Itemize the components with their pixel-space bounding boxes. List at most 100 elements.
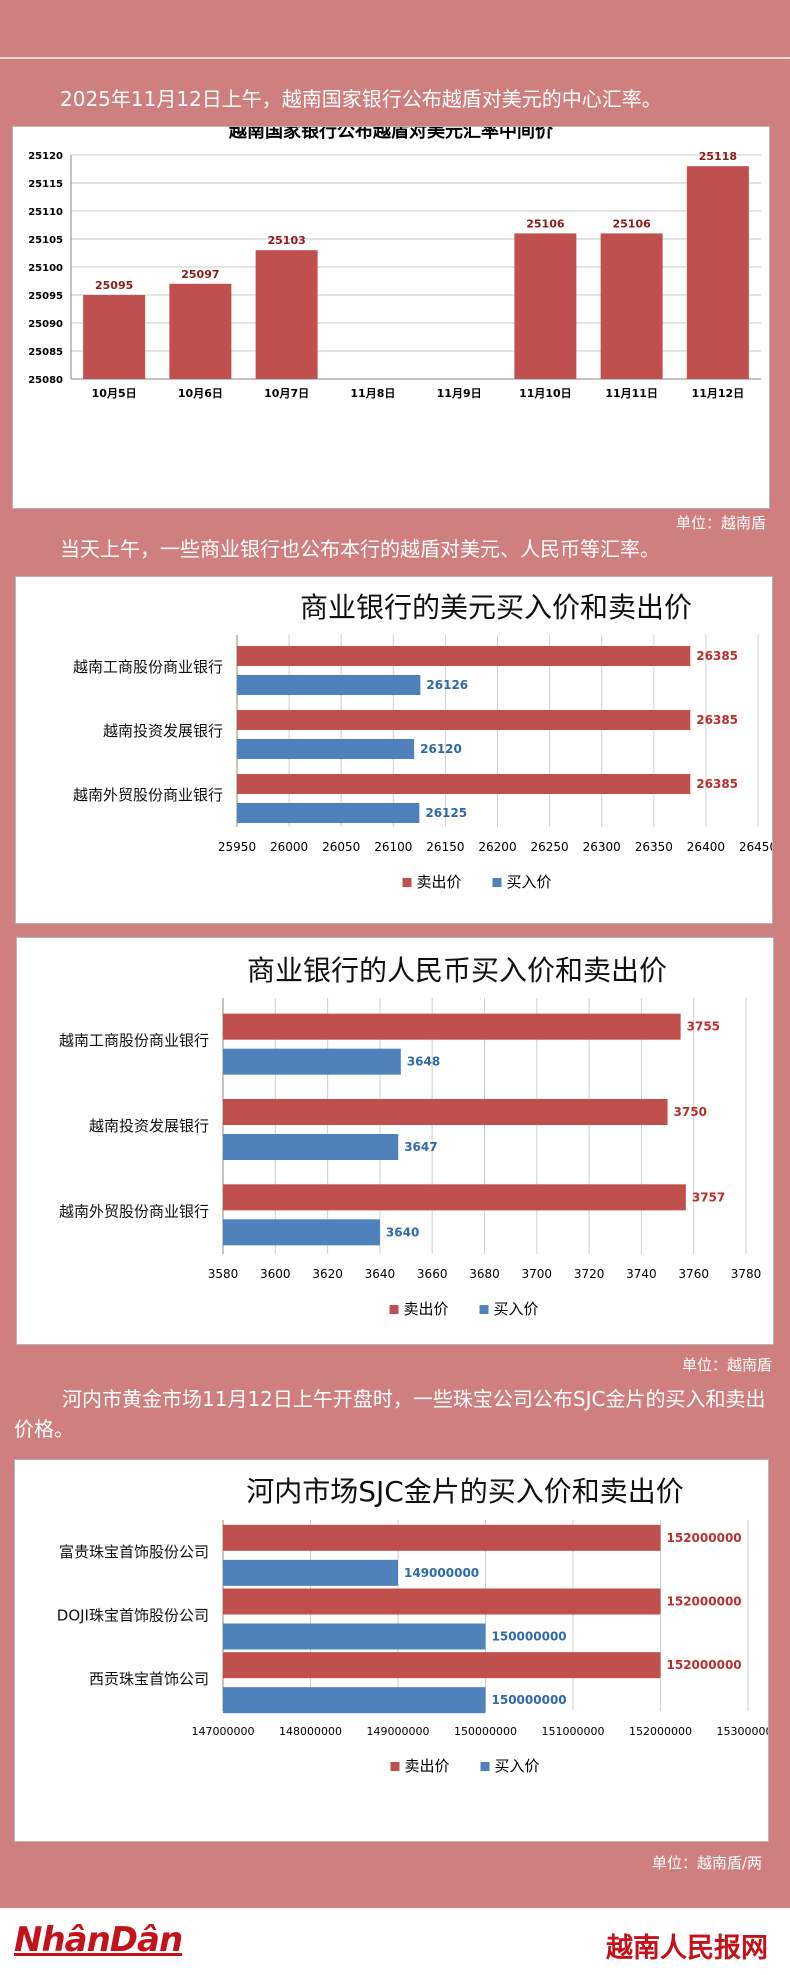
x-tick-label: 26050 (322, 840, 360, 854)
x-tick-label: 3620 (312, 1267, 343, 1281)
bar-data-label-buy: 3648 (407, 1055, 440, 1069)
y-tick-label: 25120 (28, 151, 63, 162)
legend-label-buy: 买入价 (495, 1757, 540, 1775)
bar-buy (223, 1623, 486, 1650)
x-tick-label: 150000000 (454, 1725, 517, 1738)
chart-panel-usd: 商业银行的美元买入价和卖出价 25950 26000 26050 26100 26150 2… (15, 576, 777, 924)
x-tick-label: 26350 (635, 840, 673, 854)
x-tick-label: 11月9日 (437, 387, 482, 400)
bar-sell (237, 646, 691, 666)
x-tick-label: 11月10日 (519, 387, 572, 400)
x-tick-label: 10月6日 (178, 387, 223, 400)
x-tick-label: 3680 (469, 1267, 500, 1281)
legend-label-buy: 买入价 (494, 1300, 539, 1318)
chart-panel-central-rate: 越南国家银行公布越盾对美元汇率中间价 25080 25085 25090 25095 25… (12, 120, 770, 509)
bar-buy (223, 1134, 399, 1160)
x-tick-label: 151000000 (542, 1725, 605, 1738)
bar-data-label-sell: 3750 (674, 1105, 707, 1119)
y-tick-label: 25110 (28, 207, 63, 218)
x-tick-label: 147000000 (192, 1725, 255, 1738)
chart-title: 越南国家银行公布越盾对美元汇率中间价 (228, 127, 554, 142)
unit-label-1: 单位：越南盾 (675, 514, 766, 532)
bar-data-label: 25106 (526, 217, 565, 230)
bar (686, 166, 749, 379)
bar-data-label-buy: 149000000 (404, 1566, 479, 1580)
x-tick-label: 10月7日 (264, 387, 309, 400)
bar-buy (223, 1048, 401, 1075)
bar-data-label-sell: 26385 (696, 649, 738, 663)
unit-label-2: 单位：越南盾 (681, 1356, 772, 1374)
bar-buy (237, 675, 421, 695)
x-tick-label: 153000000 (717, 1725, 769, 1738)
x-tick-label: 25950 (218, 840, 256, 854)
x-tick-label: 26300 (583, 840, 621, 854)
bar-data-label: 25097 (181, 268, 219, 281)
x-tick-label: 26100 (374, 840, 412, 854)
legend-swatch-buy (479, 1305, 489, 1314)
bar-sell (237, 774, 691, 794)
chart-central-rate: 越南国家银行公布越盾对美元汇率中间价 25080 25085 25090 25095 25… (28, 120, 761, 400)
category-label: 越南外贸股份商业银行 (59, 1202, 209, 1220)
legend-swatch-sell (390, 1762, 400, 1771)
category-label: 越南投资发展银行 (89, 1117, 209, 1135)
legend-swatch-buy (492, 878, 502, 887)
bar-data-label-sell: 152000000 (667, 1595, 742, 1609)
bar (255, 250, 318, 379)
footer-bar (0, 1908, 790, 1975)
bar-data-label-sell: 26385 (696, 713, 738, 727)
bar-data-label-buy: 26125 (425, 806, 467, 820)
site-brand-name: 越南人民报网 (606, 1933, 768, 1964)
chart-gold-buy-sell: 河内市场SJC金片的买入价和卖出价 147000000 148000000 14900… (57, 1475, 780, 1775)
bar (600, 233, 663, 379)
x-tick-label: 152000000 (629, 1725, 692, 1738)
chart-title: 商业银行的人民币买入价和卖出价 (247, 954, 667, 987)
legend-swatch-sell (389, 1305, 399, 1314)
bar-sell (223, 1099, 668, 1125)
bar-data-label-buy: 3647 (404, 1140, 437, 1154)
x-tick-label: 10月5日 (92, 387, 137, 400)
bar-buy (237, 739, 415, 759)
legend-swatch-buy (480, 1762, 490, 1771)
legend-swatch-sell (402, 878, 412, 887)
unit-label-3: 单位：越南盾/两 (651, 1854, 762, 1872)
x-tick-label: 26000 (270, 840, 308, 854)
chart-panel-gold: 河内市场SJC金片的买入价和卖出价 147000000 148000000 14900… (14, 1459, 780, 1842)
x-tick-label: 11月12日 (692, 387, 745, 400)
bar-data-label-sell: 3757 (692, 1190, 725, 1204)
bar-sell (223, 1588, 661, 1615)
bar-data-label-buy: 26126 (426, 678, 468, 692)
nhandan-logo: NhânDân (14, 1920, 183, 1960)
category-label: 越南投资发展银行 (103, 722, 223, 740)
bar-data-label: 25118 (699, 150, 737, 163)
y-tick-label: 25115 (28, 179, 63, 190)
intro-paragraph-1: 2025年11月12日上午，越南国家银行公布越盾对美元的中心汇率。 (60, 87, 662, 111)
legend-label-sell: 卖出价 (405, 1757, 450, 1775)
intro-paragraph-3: 河内市黄金市场11月12日上午开盘时，一些珠宝公司公布SJC金片的买入和卖出价格… (14, 1387, 766, 1441)
category-label: 越南工商股份商业银行 (73, 658, 223, 676)
legend-label-buy: 买入价 (507, 873, 552, 891)
x-tick-label: 148000000 (279, 1725, 342, 1738)
x-tick-label: 149000000 (367, 1725, 430, 1738)
bar-buy (223, 1687, 486, 1714)
bar-data-label-sell: 26385 (696, 777, 738, 791)
y-tick-label: 25080 (28, 375, 63, 386)
x-tick-label: 3760 (678, 1267, 709, 1281)
intro-paragraph-2: 当天上午，一些商业银行也公布本行的越盾对美元、人民币等汇率。 (60, 537, 660, 561)
chart-usd-buy-sell: 商业银行的美元买入价和卖出价 25950 26000 26050 26100 26150 2… (73, 591, 777, 891)
bar-data-label-sell: 152000000 (667, 1658, 742, 1672)
bar-buy (223, 1559, 398, 1586)
bar-sell (223, 1013, 681, 1040)
bar-data-label-buy: 150000000 (492, 1630, 567, 1644)
bar-data-label: 25095 (95, 279, 133, 292)
x-tick-label: 3700 (522, 1267, 553, 1281)
x-tick-label: 11月8日 (350, 387, 395, 400)
bar-buy (223, 1219, 380, 1246)
bar (514, 233, 577, 379)
bar-data-label: 25106 (612, 217, 651, 230)
bar (83, 295, 146, 379)
x-tick-label: 3640 (365, 1267, 396, 1281)
chart-title: 河内市场SJC金片的买入价和卖出价 (246, 1475, 684, 1508)
x-tick-label: 3780 (731, 1267, 762, 1281)
bar-data-label-buy: 26120 (420, 742, 462, 756)
bar-data-label-sell: 152000000 (667, 1531, 742, 1545)
